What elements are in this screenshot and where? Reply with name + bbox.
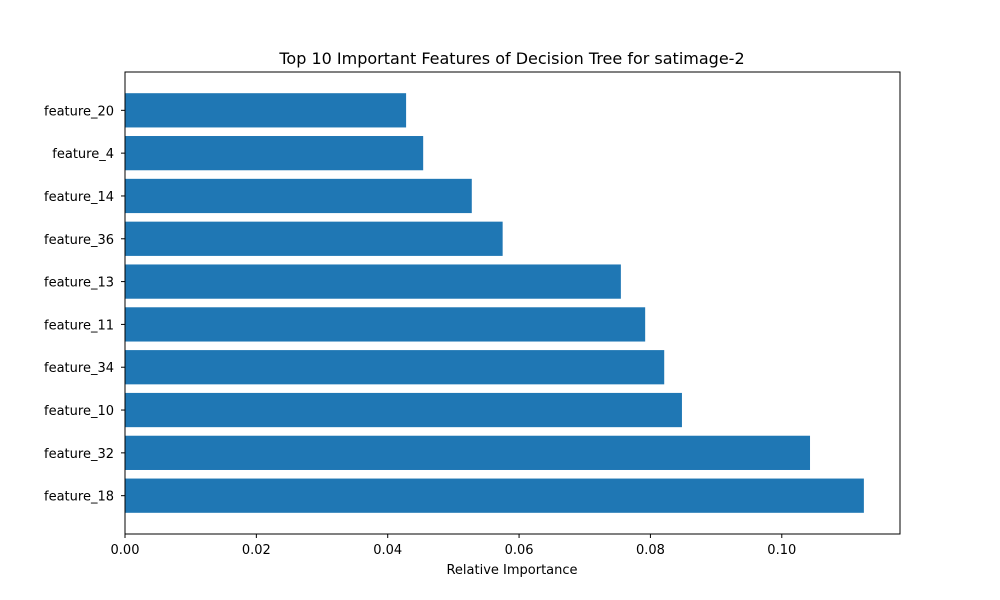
chart-title: Top 10 Important Features of Decision Tr… bbox=[278, 49, 744, 68]
y-tick-label: feature_34 bbox=[44, 361, 114, 376]
bar-feature_14 bbox=[125, 178, 472, 214]
bar-feature_32 bbox=[125, 435, 811, 470]
y-tick-label: feature_13 bbox=[44, 276, 114, 291]
y-tick-label: feature_11 bbox=[44, 318, 114, 333]
bar-feature_13 bbox=[125, 264, 621, 299]
plot-frame bbox=[124, 71, 901, 535]
y-tick-label: feature_32 bbox=[44, 447, 114, 462]
x-axis: 0.00 0.02 0.04 0.06 0.08 0.10 bbox=[111, 534, 796, 558]
y-tick-label: feature_18 bbox=[44, 490, 114, 505]
bar-feature_10 bbox=[125, 392, 682, 428]
bar-feature_36 bbox=[125, 221, 503, 256]
x-axis-label: Relative Importance bbox=[446, 563, 577, 578]
y-tick-label: feature_4 bbox=[52, 147, 114, 162]
y-axis: feature_20 feature_4 feature_14 feature_36f… bbox=[44, 104, 125, 505]
x-tick-label: 0.10 bbox=[767, 543, 796, 558]
y-tick-label: feature_20 bbox=[44, 104, 114, 119]
x-tick-label: 0.02 bbox=[242, 543, 271, 558]
x-tick-label: 0.00 bbox=[111, 543, 140, 558]
bars-group bbox=[125, 93, 864, 513]
x-tick-label: 0.08 bbox=[636, 543, 665, 558]
x-tick-label: 0.04 bbox=[373, 543, 402, 558]
bar-feature_4 bbox=[125, 136, 424, 171]
y-tick-label: feature_10 bbox=[44, 404, 114, 419]
bar-feature_20 bbox=[125, 93, 407, 128]
bar-feature_34 bbox=[125, 350, 665, 385]
bar-feature_11 bbox=[125, 307, 646, 342]
x-tick-label: 0.06 bbox=[505, 543, 534, 558]
y-tick-label: feature_36 bbox=[44, 233, 114, 248]
bar-feature_18 bbox=[125, 478, 864, 513]
y-tick-label: feature_14 bbox=[44, 190, 114, 205]
